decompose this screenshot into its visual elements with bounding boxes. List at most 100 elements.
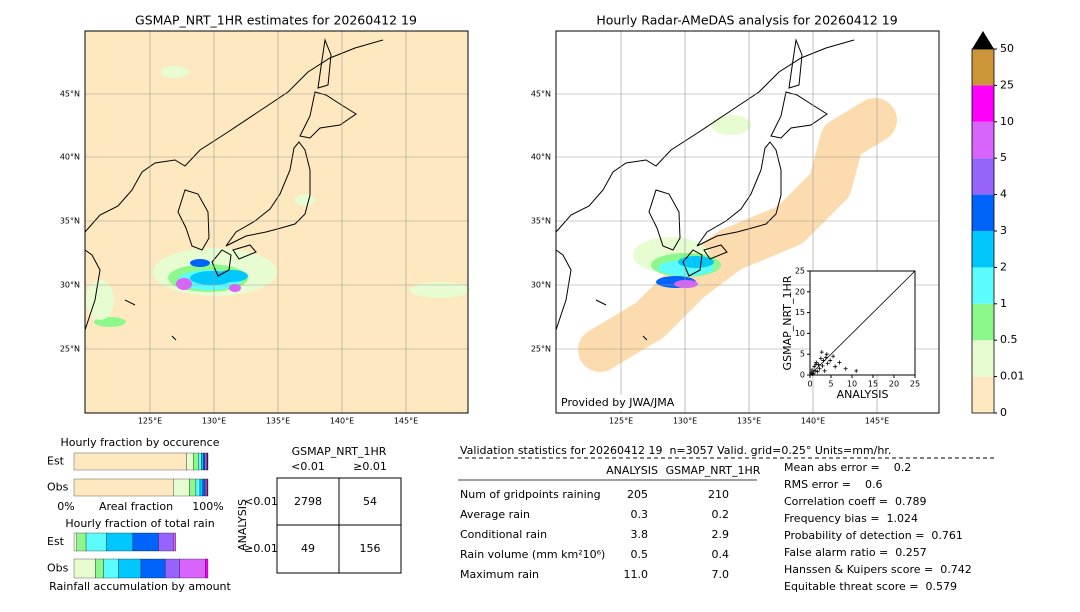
colorbar-label: 10 <box>1000 115 1014 128</box>
fraction-segment <box>203 452 206 471</box>
coastline <box>555 39 855 233</box>
credit-box <box>558 395 648 411</box>
fraction-segment <box>85 532 107 552</box>
rain-area <box>674 280 698 288</box>
lat-label: 25°N <box>60 345 80 354</box>
map-title: GSMAP_NRT_1HR estimates for 20260412 19 <box>135 13 417 28</box>
coastline <box>317 38 332 89</box>
fraction-segment <box>202 478 205 497</box>
lat-label: 35°N <box>60 217 80 226</box>
right-map: 45°N 40°N 35°N 30°N 25°N 125°E 130°E 135°E 140°E… <box>531 13 940 426</box>
colorbar-label: 50 <box>1000 42 1014 55</box>
y-axis-label: GSMAP_NRT_1HR <box>781 275 794 370</box>
colorbar-label: 3 <box>1000 224 1007 237</box>
colorbar-segment <box>972 194 994 231</box>
scatter-point <box>824 352 829 357</box>
coastline <box>84 39 384 233</box>
stat-label: Maximum rain <box>460 568 539 581</box>
score: False alarm ratio = 0.257 <box>784 546 927 559</box>
lon-label: 140°E <box>330 417 354 426</box>
panel-footer: Rainfall accumulation by amount <box>49 580 231 593</box>
lat-label: 30°N <box>531 281 551 290</box>
fraction-segment <box>103 558 119 579</box>
lat-label: 45°N <box>60 90 80 99</box>
colorbar-segment <box>972 303 994 341</box>
lat-label: 40°N <box>60 153 80 162</box>
rain-area <box>678 256 714 268</box>
row-header: <0.01 <box>244 495 278 508</box>
rain-area <box>295 194 315 206</box>
x-tick-label: 0 <box>807 380 812 389</box>
rain-area <box>410 282 470 298</box>
table-cell: 54 <box>363 495 377 508</box>
x-tick-label: 15 <box>868 380 878 389</box>
fraction-segment <box>73 478 174 497</box>
y-tick-label: 0 <box>800 371 805 380</box>
score: Hanssen & Kuipers score = 0.742 <box>784 563 972 576</box>
colorbar-segment <box>972 340 994 377</box>
lon-label: 130°E <box>202 417 226 426</box>
y-tick-label: 10 <box>795 329 805 338</box>
colorbar-segment <box>972 121 994 159</box>
stat-value: 0.4 <box>712 548 730 561</box>
table-cell: 2798 <box>294 495 322 508</box>
fraction-segment <box>73 558 96 579</box>
map-frame <box>84 30 469 414</box>
colorbar-label: 25 <box>1000 78 1014 91</box>
colorbar-segment <box>972 231 994 268</box>
score: Mean abs error = 0.2 <box>784 461 911 474</box>
fraction-segment <box>73 452 187 471</box>
x-tick-label: 5 <box>828 380 833 389</box>
credit: Provided by JWA/JMA <box>561 396 675 409</box>
table-cell: 156 <box>360 542 381 555</box>
scatter-point <box>813 362 818 367</box>
coastline <box>225 141 311 247</box>
lat-label: 45°N <box>531 90 551 99</box>
left-map: 45°N 40°N 35°N 30°N 25°N 125°E 130°E 135°E 140°E… <box>60 13 470 426</box>
scatter-point <box>822 368 827 373</box>
rain-area <box>229 284 241 292</box>
score: RMS error = 0.6 <box>784 478 882 491</box>
coastline <box>682 249 703 277</box>
coastline <box>299 91 357 139</box>
scatter-point <box>828 358 833 363</box>
fraction-segment <box>164 558 181 579</box>
scatter-point <box>817 366 822 371</box>
scatter-point <box>816 362 821 367</box>
y-tick-label: 5 <box>800 350 805 359</box>
stat-value: 0.2 <box>712 508 730 521</box>
stat-label: Conditional rain <box>460 528 547 541</box>
fraction-segment <box>95 558 104 579</box>
row-header: ≥0.01 <box>244 542 278 555</box>
col-header: GSMAP_NRT_1HR <box>666 464 761 477</box>
lon-label: 125°E <box>138 417 162 426</box>
scatter-point <box>818 356 823 361</box>
lon-label: 125°E <box>609 417 633 426</box>
scatter-point <box>833 364 838 369</box>
scatter-point <box>831 354 836 359</box>
fraction-segment <box>73 532 77 552</box>
lat-label: 25°N <box>531 345 551 354</box>
lat-label: 40°N <box>531 153 551 162</box>
colorbar-label: 0.5 <box>1000 333 1018 346</box>
stat-value: 3.8 <box>631 528 649 541</box>
score: Equitable threat score = 0.579 <box>784 580 957 593</box>
coastline <box>171 335 177 341</box>
colorbar-segment <box>972 158 994 195</box>
fraction-segment <box>189 478 197 497</box>
lon-label: 145°E <box>394 417 418 426</box>
scatter-point <box>825 361 830 366</box>
score: Correlation coeff = 0.789 <box>784 495 926 508</box>
coastline <box>232 244 257 260</box>
coastline <box>211 249 232 277</box>
scatter-point <box>843 366 848 371</box>
coastline <box>595 299 607 306</box>
lon-label: 145°E <box>865 417 889 426</box>
y-tick-label: 20 <box>795 287 805 296</box>
stat-label: Average rain <box>460 508 530 521</box>
stat-label: Rain volume (mm km²10⁶) <box>460 548 605 561</box>
fraction-segment <box>158 532 174 552</box>
scatter-point <box>813 368 818 373</box>
axis-label: 100% <box>192 500 223 513</box>
